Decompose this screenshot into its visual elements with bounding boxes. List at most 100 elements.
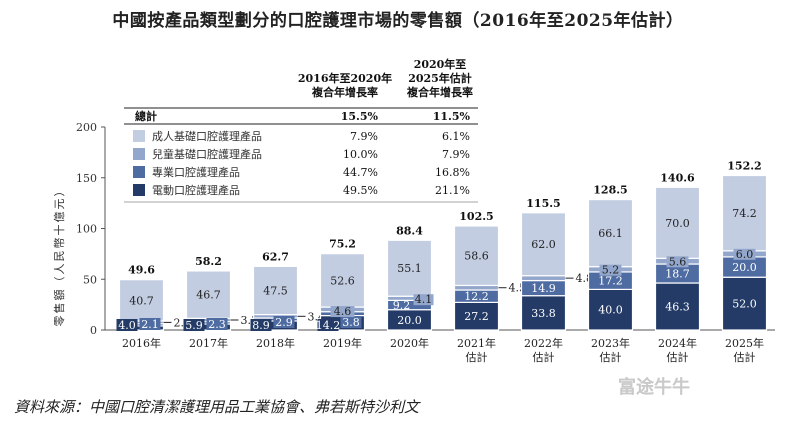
table-header: 2020年至	[414, 57, 467, 71]
chart-title: 中國按產品類型劃分的口腔護理市場的零售額（2016年至2025年估計）	[112, 11, 684, 31]
x-tick-label: 2023年	[591, 336, 630, 350]
bar-total-label: 152.2	[727, 160, 761, 173]
table-row-label: 成人基礎口腔護理產品	[152, 129, 262, 143]
bar-value-label: 40.0	[598, 304, 623, 317]
label-box	[116, 319, 138, 331]
bar-value-label: 20.0	[397, 314, 422, 327]
table-row-label: 專業口腔護理產品	[152, 165, 240, 179]
x-tick-label: 2018年	[256, 336, 295, 350]
table-header: 複合年增長率	[311, 85, 378, 99]
x-tick-label: 估計	[667, 350, 689, 364]
watermark: 富途牛牛	[618, 377, 690, 398]
bar-value-label: 58.6	[464, 250, 489, 263]
bar-value-label: 12.2	[464, 290, 489, 303]
x-tick-label: 2025年	[725, 336, 764, 350]
x-tick-label: 估計	[466, 350, 488, 364]
label-box	[340, 316, 362, 328]
bar-value-label: 70.0	[665, 217, 690, 230]
legend-swatch	[133, 166, 145, 178]
x-tick-label: 2019年	[323, 336, 362, 350]
bar-value-label: 46.3	[665, 301, 690, 314]
x-tick-label: 2022年	[524, 336, 563, 350]
label-box	[139, 318, 161, 330]
table-row-label: 總計	[135, 109, 157, 123]
bar-value-label: 47.5	[263, 284, 288, 297]
bar-segment	[721, 276, 768, 331]
bar-value-label: 3.8	[342, 316, 360, 329]
bar-segment	[520, 275, 567, 282]
bar-total-label: 49.6	[128, 264, 155, 277]
x-tick-label: 估計	[533, 350, 555, 364]
table-cell: 7.9%	[442, 148, 470, 161]
label-box	[666, 256, 689, 268]
table-header: 複合年增長率	[406, 85, 473, 99]
bar-total-label: 75.2	[329, 238, 356, 251]
bar-total-label: 88.4	[396, 224, 423, 237]
bar-value-label: 14.2	[316, 319, 341, 332]
label-box	[599, 264, 622, 276]
bar-segment	[453, 225, 500, 287]
bar-total-label: 62.7	[262, 250, 289, 263]
bar-value-label: 27.2	[464, 310, 489, 323]
label-box	[273, 316, 295, 328]
bar-value-label: 40.7	[129, 294, 154, 307]
bar-value-label: 20.0	[732, 261, 757, 274]
label-box	[183, 319, 205, 331]
legend-swatch	[133, 184, 145, 196]
bar-segment	[587, 198, 634, 268]
legend-swatch	[133, 130, 145, 142]
table-cell: 11.5%	[433, 110, 471, 123]
y-tick-label: 0	[90, 324, 97, 337]
table-header: 2016年至2020年	[298, 71, 392, 85]
bar-segment	[587, 288, 634, 331]
bar-total-label: 115.5	[526, 197, 560, 210]
bar-value-label: 17.2	[598, 275, 623, 288]
label-box	[733, 248, 756, 260]
y-tick-label: 200	[76, 121, 97, 134]
bar-value-label: 5.6	[669, 255, 687, 268]
x-tick-label: 2017年	[189, 336, 228, 350]
label-box	[413, 294, 434, 306]
x-tick-label: 估計	[600, 350, 622, 364]
x-tick-label: 2021年	[457, 336, 496, 350]
table-row-label: 電動口腔護理產品	[152, 183, 240, 197]
source-note: 資料來源：中國口腔清潔護理用品工業協會、弗若斯特沙利文	[14, 398, 420, 416]
bar-segment	[520, 295, 567, 331]
y-tick-label: 50	[83, 273, 97, 286]
label-box	[330, 306, 355, 318]
bar-segment	[654, 186, 701, 259]
bar-value-label: 52.0	[732, 298, 757, 311]
bar-segment	[520, 212, 567, 277]
bar-segment	[319, 253, 366, 308]
label-box	[250, 319, 272, 331]
bar-total-label: 128.5	[593, 184, 627, 197]
x-tick-label: 估計	[734, 350, 756, 364]
bar-segment	[453, 301, 500, 331]
bar-value-label: 8.9	[252, 319, 270, 332]
x-tick-label: 2020年	[390, 336, 429, 350]
bar-value-label: 2.3	[208, 318, 226, 331]
bar-value-label: 4.1	[415, 293, 433, 306]
bar-value-label: 5.2	[602, 264, 620, 277]
bar-value-label: 14.9	[531, 282, 556, 295]
table-cell: 7.9%	[350, 130, 378, 143]
bar-value-label: 55.1	[397, 262, 422, 275]
bar-value-label: 52.6	[330, 274, 355, 287]
table-cell: 44.7%	[343, 166, 378, 179]
table-cell: 6.1%	[442, 130, 470, 143]
label-box	[317, 319, 339, 331]
table-cell: 15.5%	[341, 110, 379, 123]
table-cell: 49.5%	[343, 184, 378, 197]
bar-value-label: 4.6	[334, 305, 352, 318]
bar-value-label: 2.9	[275, 316, 293, 329]
x-tick-label: 2024年	[658, 336, 697, 350]
label-box	[206, 318, 228, 330]
y-tick-label: 100	[76, 223, 97, 236]
y-tick-label: 150	[76, 172, 97, 185]
x-tick-label: 2016年	[122, 336, 161, 350]
bar-value-label: 46.7	[196, 289, 221, 302]
bar-value-label: 5.9	[185, 319, 203, 332]
